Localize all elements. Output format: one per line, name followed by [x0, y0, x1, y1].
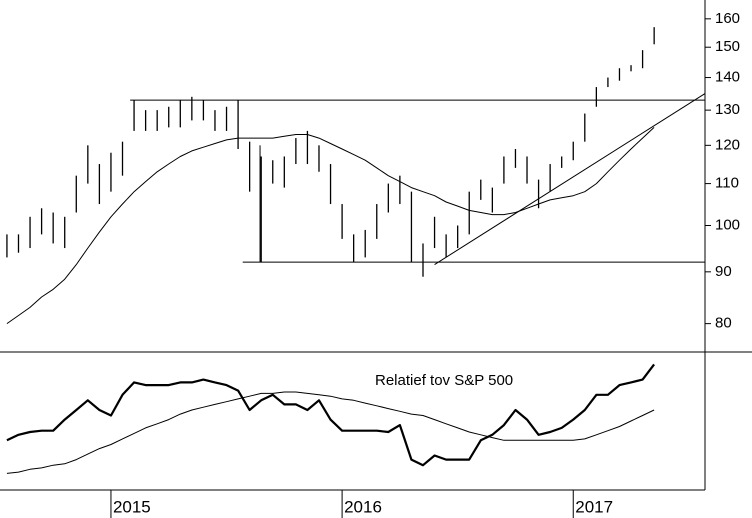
y-tick-label: 150 [715, 38, 740, 55]
x-tick-label: 2017 [575, 497, 613, 516]
relative-average [6, 391, 655, 474]
y-tick-label: 110 [715, 175, 739, 192]
annotation: Relatief tov S&P 500 [375, 372, 513, 389]
y-tick-label: 80 [715, 315, 732, 332]
moving-average [6, 127, 655, 325]
x-tick-label: 2016 [344, 497, 382, 516]
y-tick-label: 100 [715, 216, 740, 233]
y-tick-label: 130 [715, 101, 740, 118]
y-tick-label: 120 [715, 136, 740, 153]
trend-line [434, 93, 706, 265]
y-tick-label: 90 [715, 263, 732, 280]
relative-line [6, 363, 655, 467]
y-tick-label: 160 [715, 10, 740, 27]
y-tick-label: 140 [715, 69, 740, 86]
x-tick-label: 2015 [113, 497, 151, 516]
